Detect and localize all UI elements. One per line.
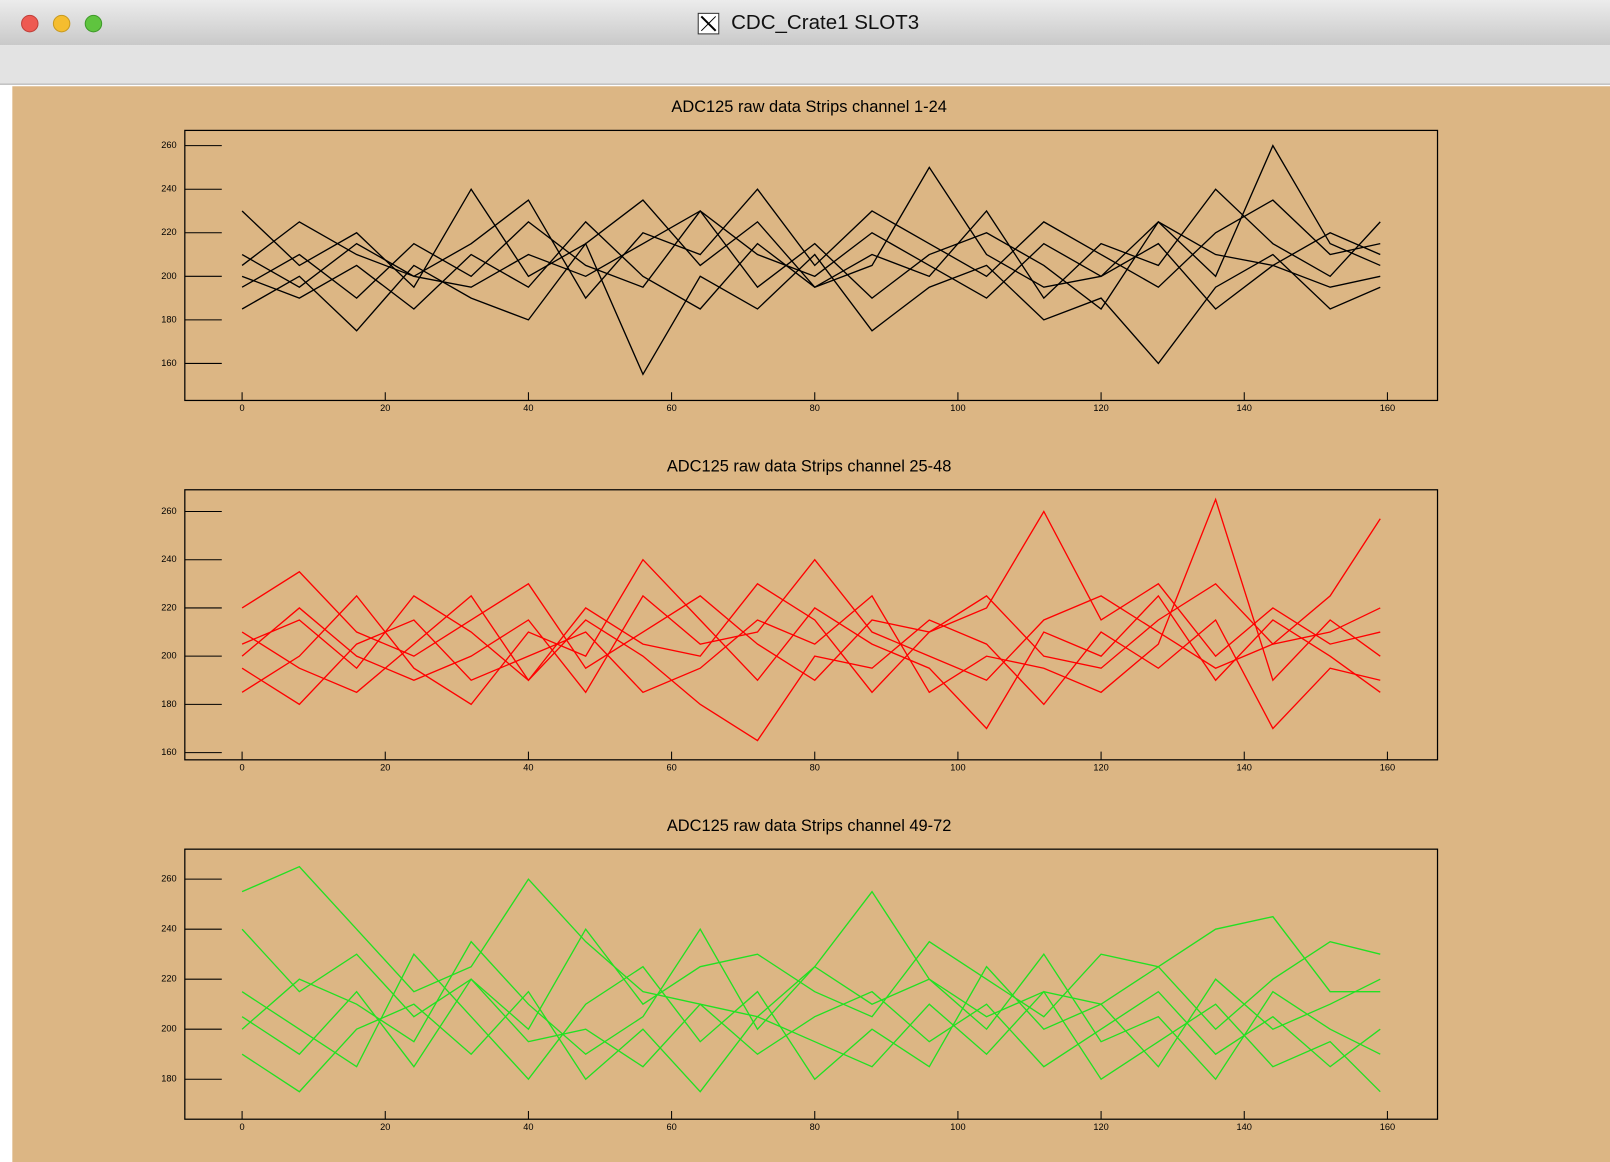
plot-frame <box>184 848 1439 1120</box>
x-tick-label: 60 <box>666 762 676 772</box>
x-tick-label: 0 <box>240 403 245 413</box>
y-tick-label: 200 <box>161 271 176 281</box>
y-tick-label: 200 <box>161 651 176 661</box>
y-tick-label: 220 <box>161 602 176 612</box>
data-line <box>241 594 1381 742</box>
y-tick-label: 160 <box>161 358 176 368</box>
y-tick-label: 260 <box>161 506 176 516</box>
plots: ADC125 raw data Strips channel 1-24 160 18… <box>161 98 1439 1132</box>
plot-panel: ADC125 raw data Strips channel 1-24 160 18… <box>161 98 1439 413</box>
x-tick-label: 140 <box>1237 1122 1252 1132</box>
data-line <box>241 510 1381 682</box>
data-line <box>241 242 1381 376</box>
x-tick-label: 40 <box>523 762 533 772</box>
data-line <box>241 990 1381 1093</box>
plot-frame <box>184 489 1439 761</box>
y-tick-label: 180 <box>161 314 176 324</box>
plot-panel: ADC125 raw data Strips channel 49-72 180 2… <box>161 817 1439 1132</box>
x-tick-label: 120 <box>1093 1122 1108 1132</box>
y-tick-label: 220 <box>161 227 176 237</box>
x-tick-label: 20 <box>380 403 390 413</box>
x-tick-label: 140 <box>1237 403 1252 413</box>
toolbar <box>0 45 1610 85</box>
x-tick-label: 80 <box>810 403 820 413</box>
x-tick-label: 0 <box>240 762 245 772</box>
zoom-button[interactable] <box>84 14 103 33</box>
minimize-button[interactable] <box>52 14 71 33</box>
close-button[interactable] <box>21 14 39 33</box>
app-icon <box>697 12 720 35</box>
x-tick-label: 160 <box>1380 403 1395 413</box>
y-tick-label: 180 <box>161 699 176 709</box>
data-line <box>241 518 1381 694</box>
x-tick-label: 120 <box>1093 403 1108 413</box>
data-line <box>241 978 1381 1068</box>
x-tick-label: 160 <box>1380 1122 1395 1132</box>
panel-title: ADC125 raw data Strips channel 49-72 <box>667 817 952 835</box>
x-tick-label: 20 <box>380 762 390 772</box>
data-line <box>241 558 1381 730</box>
y-tick-label: 240 <box>161 184 176 194</box>
panel-title: ADC125 raw data Strips channel 25-48 <box>667 458 952 476</box>
y-tick-label: 220 <box>161 974 176 984</box>
y-tick-label: 160 <box>161 747 176 757</box>
x-tick-label: 60 <box>666 1122 676 1132</box>
x-tick-label: 140 <box>1237 762 1252 772</box>
data-line <box>241 166 1381 310</box>
x-tick-label: 100 <box>950 403 965 413</box>
canvas <box>12 86 1610 1162</box>
data-line <box>241 497 1381 706</box>
plot-frame <box>184 129 1439 402</box>
y-tick-label: 260 <box>161 874 176 884</box>
plot-panel: ADC125 raw data Strips channel 25-48 160 1… <box>161 458 1439 772</box>
title-bar <box>0 0 1610 46</box>
x-tick-label: 120 <box>1093 762 1108 772</box>
x-tick-label: 80 <box>810 762 820 772</box>
data-line <box>241 582 1381 694</box>
x-tick-label: 60 <box>666 403 676 413</box>
x-tick-label: 40 <box>523 1122 533 1132</box>
y-tick-label: 240 <box>161 924 176 934</box>
x-tick-label: 100 <box>950 1122 965 1132</box>
y-tick-label: 240 <box>161 554 176 564</box>
x-tick-label: 80 <box>810 1122 820 1132</box>
x-tick-label: 160 <box>1380 762 1395 772</box>
x-tick-label: 20 <box>380 1122 390 1132</box>
x-tick-label: 100 <box>950 762 965 772</box>
x-tick-label: 0 <box>240 1122 245 1132</box>
data-line <box>241 953 1381 1081</box>
y-tick-label: 200 <box>161 1024 176 1034</box>
x-tick-label: 40 <box>523 403 533 413</box>
data-line <box>241 188 1381 300</box>
y-tick-label: 260 <box>161 140 176 150</box>
data-line <box>241 927 1381 1081</box>
panel-title: ADC125 raw data Strips channel 1-24 <box>671 98 946 116</box>
y-tick-label: 180 <box>161 1074 176 1084</box>
data-line <box>241 144 1381 310</box>
window-title: CDC_Crate1 SLOT3 <box>731 11 919 34</box>
